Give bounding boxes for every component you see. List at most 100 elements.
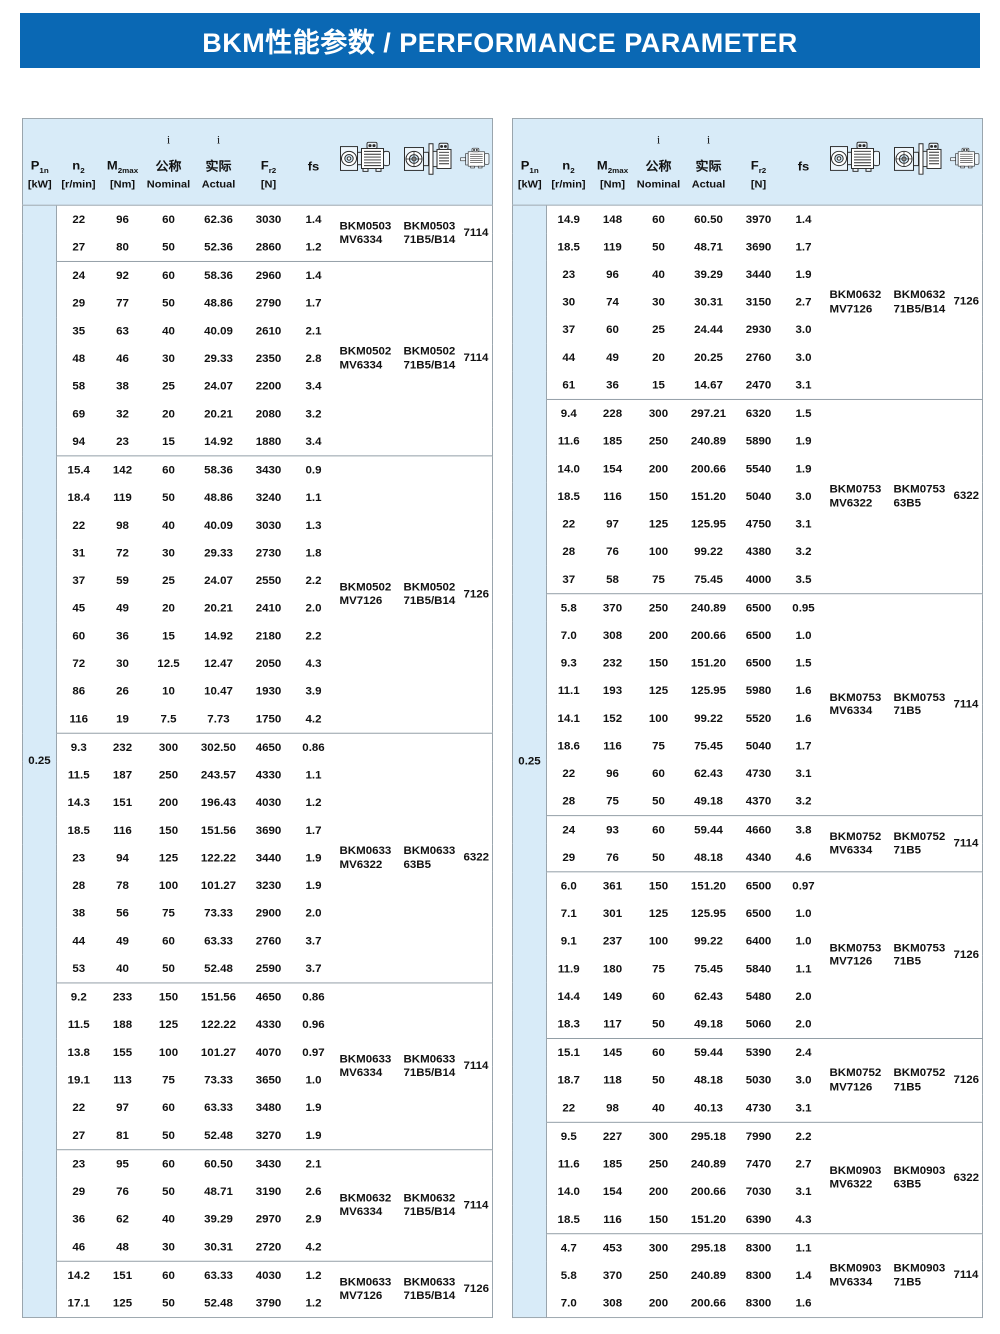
cell-max-torque: 50 — [144, 233, 193, 262]
model-code-gearbox-flange: BKM0903 71B5 — [888, 1233, 949, 1318]
cell-radial-force: 2900 — [244, 899, 293, 928]
cell-ratio-nominal: 14.92 — [192, 622, 245, 650]
cell-service-factor: 1.9 — [782, 260, 825, 289]
cell-torque-speed: 113 — [100, 1066, 145, 1094]
cell-max-torque: 150 — [634, 1205, 683, 1234]
cell-ratio-nominal: 62.36 — [192, 204, 245, 234]
cell-torque-speed: 95 — [100, 1149, 145, 1178]
cell-ratio-nominal: 59.44 — [682, 1038, 735, 1067]
cell-service-factor: 1.0 — [782, 621, 825, 650]
cell-radial-force: 4370 — [734, 787, 783, 816]
cell-output-speed: 18.6 — [546, 732, 591, 760]
cell-max-torque: 250 — [634, 1150, 683, 1179]
cell-torque-speed: 48 — [100, 1233, 145, 1262]
cell-ratio-nominal: 125.95 — [682, 677, 735, 705]
cell-ratio-nominal: 243.57 — [192, 761, 245, 789]
table-row: 37 60 25 24.44 2930 3.0 — [513, 316, 983, 344]
cell-radial-force: 3650 — [244, 1066, 293, 1094]
cell-ratio-nominal: 20.25 — [682, 343, 735, 372]
table-row: 11.1 193 125 125.95 5980 1.6 — [513, 677, 983, 705]
cell-torque-speed: 75 — [590, 787, 635, 816]
table-row: 72 30 12.5 12.47 2050 4.3 — [23, 649, 493, 678]
cell-output-speed: 31 — [56, 539, 101, 567]
cell-service-factor: 2.2 — [292, 622, 335, 650]
table-row: 27 81 50 52.48 3270 1.9 — [23, 1121, 493, 1150]
model-code-gearbox-motor: BKM0752 MV6334 — [824, 815, 889, 872]
cell-output-speed: 24 — [546, 815, 591, 844]
cell-radial-force: 3430 — [244, 1149, 293, 1178]
model-code-gearbox-flange: BKM0502 71B5/B14 — [398, 260, 459, 456]
cell-service-factor: 1.8 — [292, 539, 335, 567]
table-row: 22 97 60 63.33 3480 1.9 — [23, 1093, 493, 1122]
cell-torque-speed: 93 — [590, 815, 635, 844]
table-row: 14.1 152 100 99.22 5520 1.6 — [513, 704, 983, 733]
cell-ratio-nominal: 49.18 — [682, 1010, 735, 1039]
cell-output-speed: 15.4 — [56, 455, 101, 484]
table-row: 86 26 10 10.47 1930 3.9 — [23, 677, 493, 706]
cell-max-torque: 50 — [144, 954, 193, 983]
cell-radial-force: 5980 — [734, 677, 783, 705]
col-header-ratio-nominal: i 公称 Nominal — [144, 118, 193, 206]
cell-output-speed: 22 — [546, 759, 591, 788]
cell-torque-speed: 56 — [100, 899, 145, 928]
cell-service-factor: 3.5 — [782, 565, 825, 594]
table-row: 13.8 155 100 101.27 4070 0.97 — [23, 1038, 493, 1067]
cell-ratio-nominal: 125.95 — [682, 899, 735, 928]
cell-ratio-nominal: 63.33 — [192, 927, 245, 955]
cell-torque-speed: 49 — [100, 594, 145, 623]
table-row: 23 96 40 39.29 3440 1.9 — [513, 260, 983, 289]
cell-ratio-nominal: 151.20 — [682, 871, 735, 900]
cell-output-speed: 37 — [56, 566, 101, 595]
cell-torque-speed: 149 — [590, 982, 635, 1011]
cell-radial-force: 3440 — [734, 260, 783, 289]
table-row: 18.5 116 150 151.20 6390 4.3 — [513, 1205, 983, 1234]
cell-ratio-nominal: 58.36 — [192, 455, 245, 484]
cell-max-torque: 15 — [144, 427, 193, 456]
table-row: 5.8 370 250 240.89 6500 0.95 BKM0753 MV6334 BKM0… — [513, 593, 983, 816]
cell-radial-force: 7030 — [734, 1178, 783, 1206]
model-code-motor: 6322 — [948, 1121, 983, 1234]
cell-torque-speed: 154 — [590, 455, 635, 483]
cell-output-speed: 86 — [56, 677, 101, 706]
cell-max-torque: 50 — [144, 289, 193, 318]
cell-torque-speed: 76 — [100, 1177, 145, 1206]
cell-service-factor: 1.7 — [292, 816, 335, 845]
cell-torque-speed: 36 — [100, 622, 145, 650]
cell-radial-force: 6400 — [734, 927, 783, 956]
cell-max-torque: 50 — [144, 1289, 193, 1318]
cell-output-speed: 27 — [56, 233, 101, 262]
cell-service-factor: 1.1 — [292, 761, 335, 789]
cell-ratio-nominal: 14.67 — [682, 371, 735, 400]
model-code-motor: 7126 — [948, 204, 983, 400]
cell-max-torque: 25 — [634, 316, 683, 344]
table-row: 18.6 116 75 75.45 5040 1.7 — [513, 732, 983, 760]
cell-ratio-nominal: 20.21 — [192, 594, 245, 623]
cell-torque-speed: 301 — [590, 899, 635, 928]
cell-max-torque: 150 — [634, 482, 683, 511]
cell-max-torque: 60 — [144, 455, 193, 484]
col-header-max-torque: M2max [Nm] — [590, 118, 635, 206]
cell-output-speed: 11.9 — [546, 955, 591, 983]
cell-torque-speed: 125 — [100, 1289, 145, 1318]
table-row: 37 58 75 75.45 4000 3.5 — [513, 565, 983, 594]
cell-output-speed: 28 — [546, 787, 591, 816]
model-code-motor: 7126 — [948, 871, 983, 1039]
cell-ratio-nominal: 196.43 — [192, 788, 245, 817]
cell-max-torque: 250 — [634, 1261, 683, 1290]
col-header-ratio-nominal: i 公称 Nominal — [634, 118, 683, 206]
cell-radial-force: 5540 — [734, 455, 783, 483]
model-code-motor: 7114 — [458, 204, 493, 262]
cell-radial-force: 2410 — [244, 594, 293, 623]
cell-torque-speed: 116 — [590, 1205, 635, 1234]
cell-service-factor: 1.6 — [782, 1289, 825, 1319]
cell-service-factor: 2.2 — [782, 1121, 825, 1151]
cell-max-torque: 125 — [634, 677, 683, 705]
cell-ratio-nominal: 151.20 — [682, 649, 735, 678]
cell-service-factor: 3.4 — [292, 427, 335, 456]
cell-service-factor: 2.0 — [782, 1010, 825, 1039]
gearbox-motor-flange-icon — [893, 142, 941, 175]
cell-ratio-nominal: 295.18 — [682, 1233, 735, 1262]
model-code-gearbox-flange: BKM0632 71B5/B14 — [398, 1149, 459, 1262]
cell-radial-force: 5040 — [734, 482, 783, 511]
cell-service-factor: 3.0 — [782, 482, 825, 511]
